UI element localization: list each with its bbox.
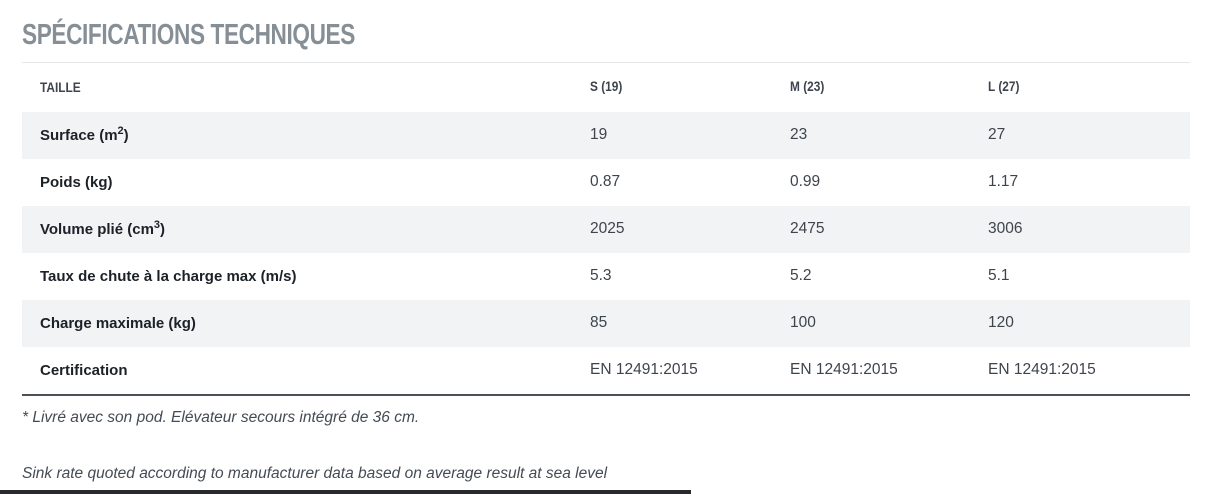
row-label: Certification <box>22 362 590 379</box>
header-cell-size: TAILLE <box>22 79 590 96</box>
cell-value-m: 5.2 <box>790 267 812 285</box>
row-label-close: ) <box>160 220 166 238</box>
row-label-text: Certification <box>40 361 128 379</box>
cell-value-s: 5.3 <box>590 267 612 285</box>
table-row-volume: Volume plié (cm3) 2025 2475 3006 <box>22 205 1190 253</box>
table-row-taux-de-chute: Taux de chute à la charge max (m/s) 5.3 … <box>22 253 1190 300</box>
cell-value-l: EN 12491:2015 <box>988 361 1096 379</box>
cell-value-s: EN 12491:2015 <box>590 361 698 379</box>
cell-value-m: 0.99 <box>790 173 821 191</box>
header-label-s: S (19) <box>590 79 623 95</box>
page-title: SPÉCIFICATIONS TECHNIQUES <box>22 19 355 51</box>
spec-content: SPÉCIFICATIONS TECHNIQUES TAILLE S (19) … <box>22 19 1190 482</box>
sink-rate-note: Sink rate quoted according to manufactur… <box>22 464 608 482</box>
cell-value-l: 27 <box>988 126 1006 144</box>
table-row-charge-maximale: Charge maximale (kg) 85 100 120 <box>22 299 1190 347</box>
row-label-superscript: 3 <box>153 218 161 231</box>
row-label: Volume plié (cm3) <box>22 218 590 238</box>
row-label-text: Poids (kg) <box>40 173 113 191</box>
row-label: Taux de chute à la charge max (m/s) <box>22 268 590 285</box>
cell-value-m: 23 <box>790 126 808 144</box>
cell-value-l: 5.1 <box>988 267 1010 285</box>
cell-value-l: 3006 <box>988 220 1023 238</box>
header-cell-m: M (23) <box>790 78 988 96</box>
row-label-text: Surface (m <box>40 126 118 144</box>
row-label-text: Taux de chute à la charge max (m/s) <box>40 267 297 285</box>
cell-value-m: 100 <box>790 314 816 332</box>
cell-value-s: 0.87 <box>590 173 621 191</box>
table-bottom-divider <box>22 393 1190 396</box>
cell-value-l: 120 <box>988 314 1014 332</box>
cell-value-s: 85 <box>590 314 608 332</box>
table-row-certification: Certification EN 12491:2015 EN 12491:201… <box>22 347 1190 394</box>
cell-value-m: EN 12491:2015 <box>790 361 898 379</box>
pod-note: * Livré avec son pod. Elévateur secours … <box>22 408 420 426</box>
spec-table: TAILLE S (19) M (23) L (27) Surface (m2)… <box>22 62 1190 396</box>
next-section-top-edge <box>0 490 691 494</box>
row-label-text: Charge maximale (kg) <box>40 314 196 332</box>
cell-value-l: 1.17 <box>988 173 1019 191</box>
row-label: Surface (m2) <box>22 124 590 144</box>
header-label-size: TAILLE <box>40 79 81 95</box>
header-label-l: L (27) <box>988 79 1020 95</box>
row-label: Charge maximale (kg) <box>22 315 590 332</box>
cell-value-s: 2025 <box>590 220 625 238</box>
table-row-poids: Poids (kg) 0.87 0.99 1.17 <box>22 159 1190 206</box>
title-divider <box>22 61 1190 63</box>
row-label-text: Volume plié (cm <box>40 220 154 238</box>
row-label: Poids (kg) <box>22 174 590 191</box>
header-cell-s: S (19) <box>590 78 790 96</box>
table-row-surface: Surface (m2) 19 23 27 <box>22 111 1190 159</box>
table-header-row: TAILLE S (19) M (23) L (27) <box>22 62 1190 112</box>
header-cell-l: L (27) <box>988 78 1190 96</box>
cell-value-s: 19 <box>590 126 608 144</box>
header-label-m: M (23) <box>790 79 825 95</box>
row-label-close: ) <box>123 126 129 144</box>
cell-value-m: 2475 <box>790 220 825 238</box>
row-label-superscript: 2 <box>117 124 124 137</box>
